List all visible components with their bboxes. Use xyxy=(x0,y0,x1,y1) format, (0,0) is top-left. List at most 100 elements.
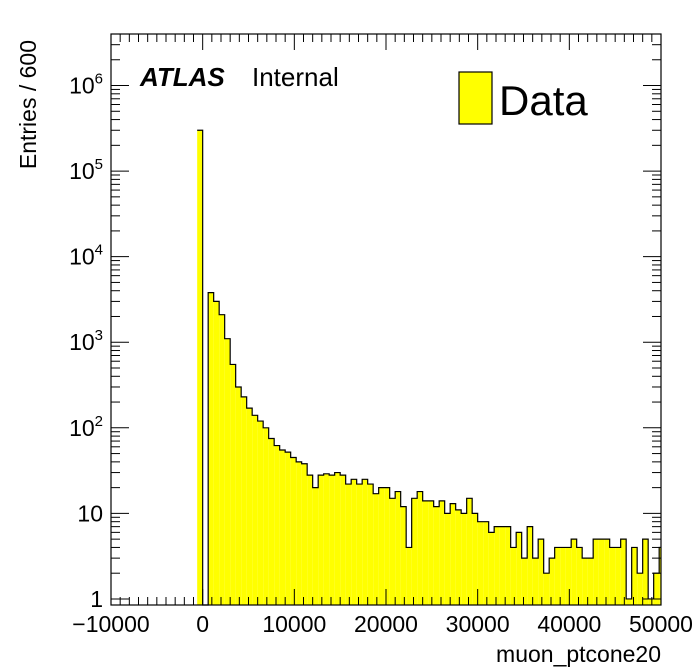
histogram-bar xyxy=(576,547,583,605)
histogram-outline xyxy=(197,129,661,606)
y-tick-exponent: 2 xyxy=(95,413,103,430)
histogram-bar xyxy=(637,573,643,605)
histogram-bar xyxy=(323,473,330,605)
histogram-bar xyxy=(208,292,214,605)
histogram-bar xyxy=(466,498,473,605)
y-axis-title: Entries / 600 xyxy=(15,40,41,169)
y-tick-label: 104 xyxy=(69,242,103,270)
histogram-bar xyxy=(494,526,500,605)
histogram-bar xyxy=(626,598,632,605)
histogram-bar xyxy=(620,539,627,605)
histogram-bar xyxy=(450,503,456,605)
atlas-label: ATLAS xyxy=(139,62,225,92)
histogram-bar xyxy=(543,573,550,605)
x-tick-label: 40000 xyxy=(537,611,601,637)
histogram-bar xyxy=(565,547,572,605)
histogram-bar xyxy=(296,461,302,605)
y-tick-base: 10 xyxy=(69,329,95,355)
histogram-bar xyxy=(532,558,539,605)
y-tick-label: 102 xyxy=(69,413,103,441)
x-tick-labels: −10000 0 10000 20000 30000 40000 50000 xyxy=(72,611,693,637)
y-tick-label: 106 xyxy=(69,71,103,99)
histogram-bar xyxy=(428,500,434,605)
histogram-bar xyxy=(406,547,412,605)
histogram-bar xyxy=(329,475,335,605)
y-tick-label: 103 xyxy=(69,327,103,355)
histogram-bar xyxy=(362,479,368,605)
histogram-bar xyxy=(252,415,258,605)
histogram-bar xyxy=(268,438,275,605)
x-tick-label: −10000 xyxy=(72,611,149,637)
histogram-bar xyxy=(488,532,495,605)
histogram-bar xyxy=(235,386,242,605)
histogram-bar xyxy=(340,475,346,605)
histogram-bar xyxy=(290,457,297,605)
data-histogram xyxy=(197,129,661,606)
histogram-bar xyxy=(499,526,506,605)
y-tick-base: 10 xyxy=(77,500,103,526)
y-tick-exponent: 3 xyxy=(95,327,103,344)
histogram-bar xyxy=(213,301,220,605)
histogram-bar xyxy=(389,498,396,605)
x-tick-label: 50000 xyxy=(629,611,693,637)
x-tick-label: 20000 xyxy=(354,611,418,637)
legend-swatch xyxy=(458,71,493,125)
histogram-bar xyxy=(642,539,649,605)
histogram-bar xyxy=(433,506,440,605)
histogram-bar xyxy=(351,479,357,605)
histogram-bar xyxy=(241,396,247,605)
histogram-bar xyxy=(417,491,423,605)
histogram-bar xyxy=(246,408,253,605)
x-tick-label: 0 xyxy=(196,611,209,637)
x-axis-title: muon_ptcone20 xyxy=(496,641,661,667)
y-tick-label: 10 xyxy=(77,500,103,526)
histogram-bar xyxy=(400,506,407,605)
histogram-bar xyxy=(274,445,280,605)
histogram-bar xyxy=(560,547,566,605)
histogram-bar xyxy=(395,491,401,605)
histogram-bar xyxy=(356,484,363,605)
internal-label: Internal xyxy=(252,62,339,92)
legend: Data xyxy=(458,71,588,125)
histogram-bar xyxy=(439,500,445,605)
x-tick-label: 10000 xyxy=(262,611,326,637)
histogram-bar xyxy=(345,484,352,605)
histogram-bar xyxy=(648,598,654,605)
histogram-bar xyxy=(461,513,467,605)
y-tick-base: 1 xyxy=(90,586,103,612)
histogram-bar xyxy=(197,130,203,605)
histogram-bar xyxy=(285,452,291,605)
histogram-bar xyxy=(411,498,418,605)
histogram-bar xyxy=(510,547,517,605)
histogram-bar xyxy=(384,487,390,605)
histogram-bar xyxy=(312,487,319,605)
histogram-bar xyxy=(455,509,462,605)
histogram-bar xyxy=(422,500,429,605)
axis-ticks xyxy=(110,33,662,605)
histogram-bar xyxy=(653,573,660,605)
y-tick-label: 1 xyxy=(90,586,103,612)
y-tick-exponent: 4 xyxy=(95,242,103,259)
x-tick-label: 30000 xyxy=(446,611,510,637)
histogram-bar xyxy=(516,532,522,605)
histogram-bar xyxy=(598,539,605,605)
y-tick-base: 10 xyxy=(69,73,95,99)
histogram-bar xyxy=(472,513,478,605)
histogram-bar xyxy=(554,547,561,605)
histogram-bar xyxy=(505,526,511,605)
histogram-bar xyxy=(219,314,225,605)
histogram-bar xyxy=(609,547,616,605)
y-tick-base: 10 xyxy=(69,158,95,184)
histogram-bar xyxy=(549,558,555,605)
histogram-bar xyxy=(582,558,588,605)
histogram-bar xyxy=(571,539,577,605)
y-tick-base: 10 xyxy=(69,244,95,270)
y-tick-exponent: 6 xyxy=(95,71,103,88)
histogram-bar xyxy=(444,513,451,605)
histogram-bar xyxy=(257,421,264,605)
histogram-bar xyxy=(230,364,236,605)
plot-frame xyxy=(110,33,662,606)
histogram-bar xyxy=(378,487,385,605)
y-tick-exponent: 5 xyxy=(95,156,103,173)
